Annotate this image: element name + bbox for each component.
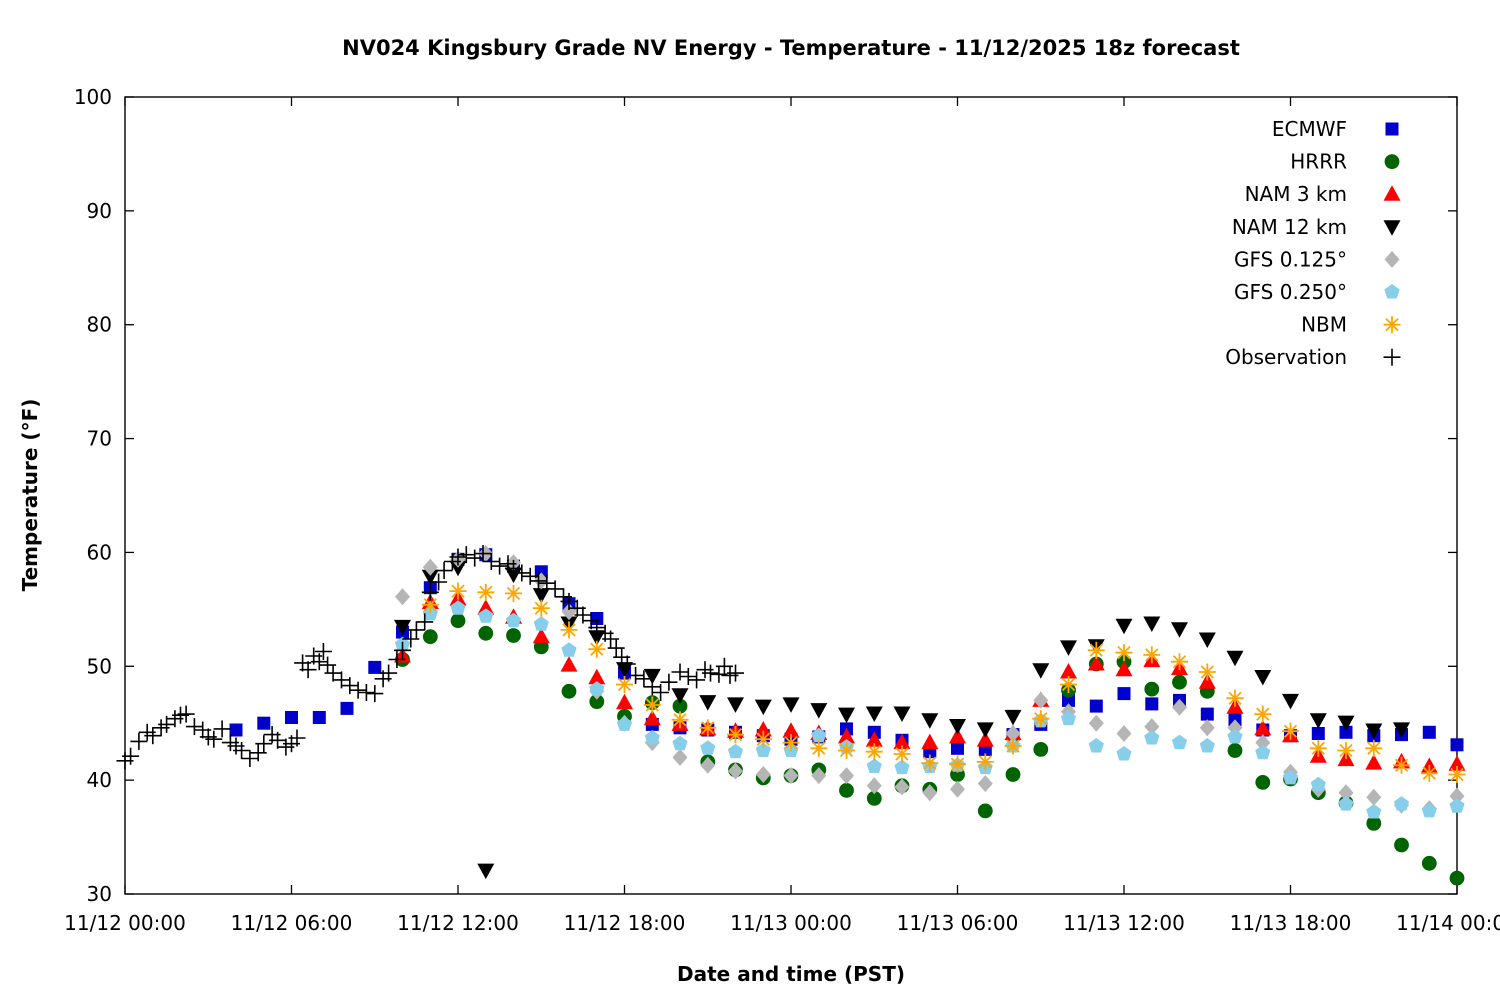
x-tick-label: 11/13 18:00 [1230, 911, 1352, 935]
y-tick-label: 40 [87, 768, 112, 792]
x-tick-label: 11/13 06:00 [897, 911, 1019, 935]
legend-label: ECMWF [1272, 117, 1347, 141]
legend-item-gfs-0-250: GFS 0.250° [1234, 280, 1400, 304]
legend-marker-gfs-0-125 [1384, 250, 1400, 268]
legend-item-hrrr: HRRR [1290, 150, 1400, 174]
x-tick-label: 11/13 12:00 [1063, 911, 1185, 935]
y-tick-label: 60 [87, 540, 112, 564]
y-tick-label: 30 [87, 882, 112, 906]
x-tick-label: 11/12 18:00 [564, 911, 686, 935]
legend-marker-nam-3-km [1383, 185, 1401, 201]
x-tick-label: 11/12 00:00 [64, 911, 186, 935]
legend: ECMWF HRRR NAM 3 km NAM 12 km GFS 0.125° GFS … [1225, 117, 1401, 369]
legend-label: GFS 0.125° [1234, 247, 1347, 271]
legend-item-ecmwf: ECMWF [1272, 117, 1399, 141]
legend-marker-nam-12-km [1383, 220, 1401, 236]
series-ecmwf [229, 548, 1464, 759]
legend-label: HRRR [1290, 150, 1347, 174]
legend-item-nbm: NBM [1301, 313, 1401, 337]
chart-title: NV024 Kingsbury Grade NV Energy - Temper… [342, 36, 1240, 60]
x-tick-label: 11/12 12:00 [397, 911, 519, 935]
x-axis-ticks: 11/12 00:00 11/12 06:00 11/12 12:00 11/12 1… [64, 97, 1500, 935]
legend-marker-hrrr [1384, 154, 1400, 170]
x-tick-label: 11/12 06:00 [231, 911, 353, 935]
legend-item-nam-12-km: NAM 12 km [1232, 215, 1401, 239]
x-tick-label: 11/13 00:00 [730, 911, 852, 935]
legend-marker-ecmwf [1385, 122, 1399, 136]
y-tick-label: 70 [87, 427, 112, 451]
series-nbm [421, 582, 1466, 783]
y-tick-label: 80 [87, 313, 112, 337]
x-tick-label: 11/14 00:00 [1396, 911, 1500, 935]
legend-item-nam-3-km: NAM 3 km [1245, 182, 1401, 206]
legend-marker-nbm [1383, 316, 1401, 334]
y-tick-label: 50 [87, 654, 112, 678]
legend-item-observation: Observation [1225, 345, 1401, 369]
legend-marker-gfs-0-250 [1384, 284, 1400, 299]
y-tick-label: 100 [74, 85, 112, 109]
y-axis-ticks: 30 40 50 60 70 80 90 100 [74, 85, 1457, 906]
legend-marker-observation [1383, 348, 1401, 366]
legend-item-gfs-0-125: GFS 0.125° [1234, 247, 1400, 271]
series-nam-3-km [394, 590, 1466, 773]
legend-label: NAM 12 km [1232, 215, 1347, 239]
legend-label: NBM [1301, 313, 1347, 337]
legend-label: GFS 0.250° [1234, 280, 1347, 304]
y-tick-label: 90 [87, 199, 112, 223]
legend-label: Observation [1225, 345, 1347, 369]
legend-label: NAM 3 km [1245, 182, 1347, 206]
series-observation [116, 545, 744, 770]
x-axis-label: Date and time (PST) [677, 962, 905, 986]
